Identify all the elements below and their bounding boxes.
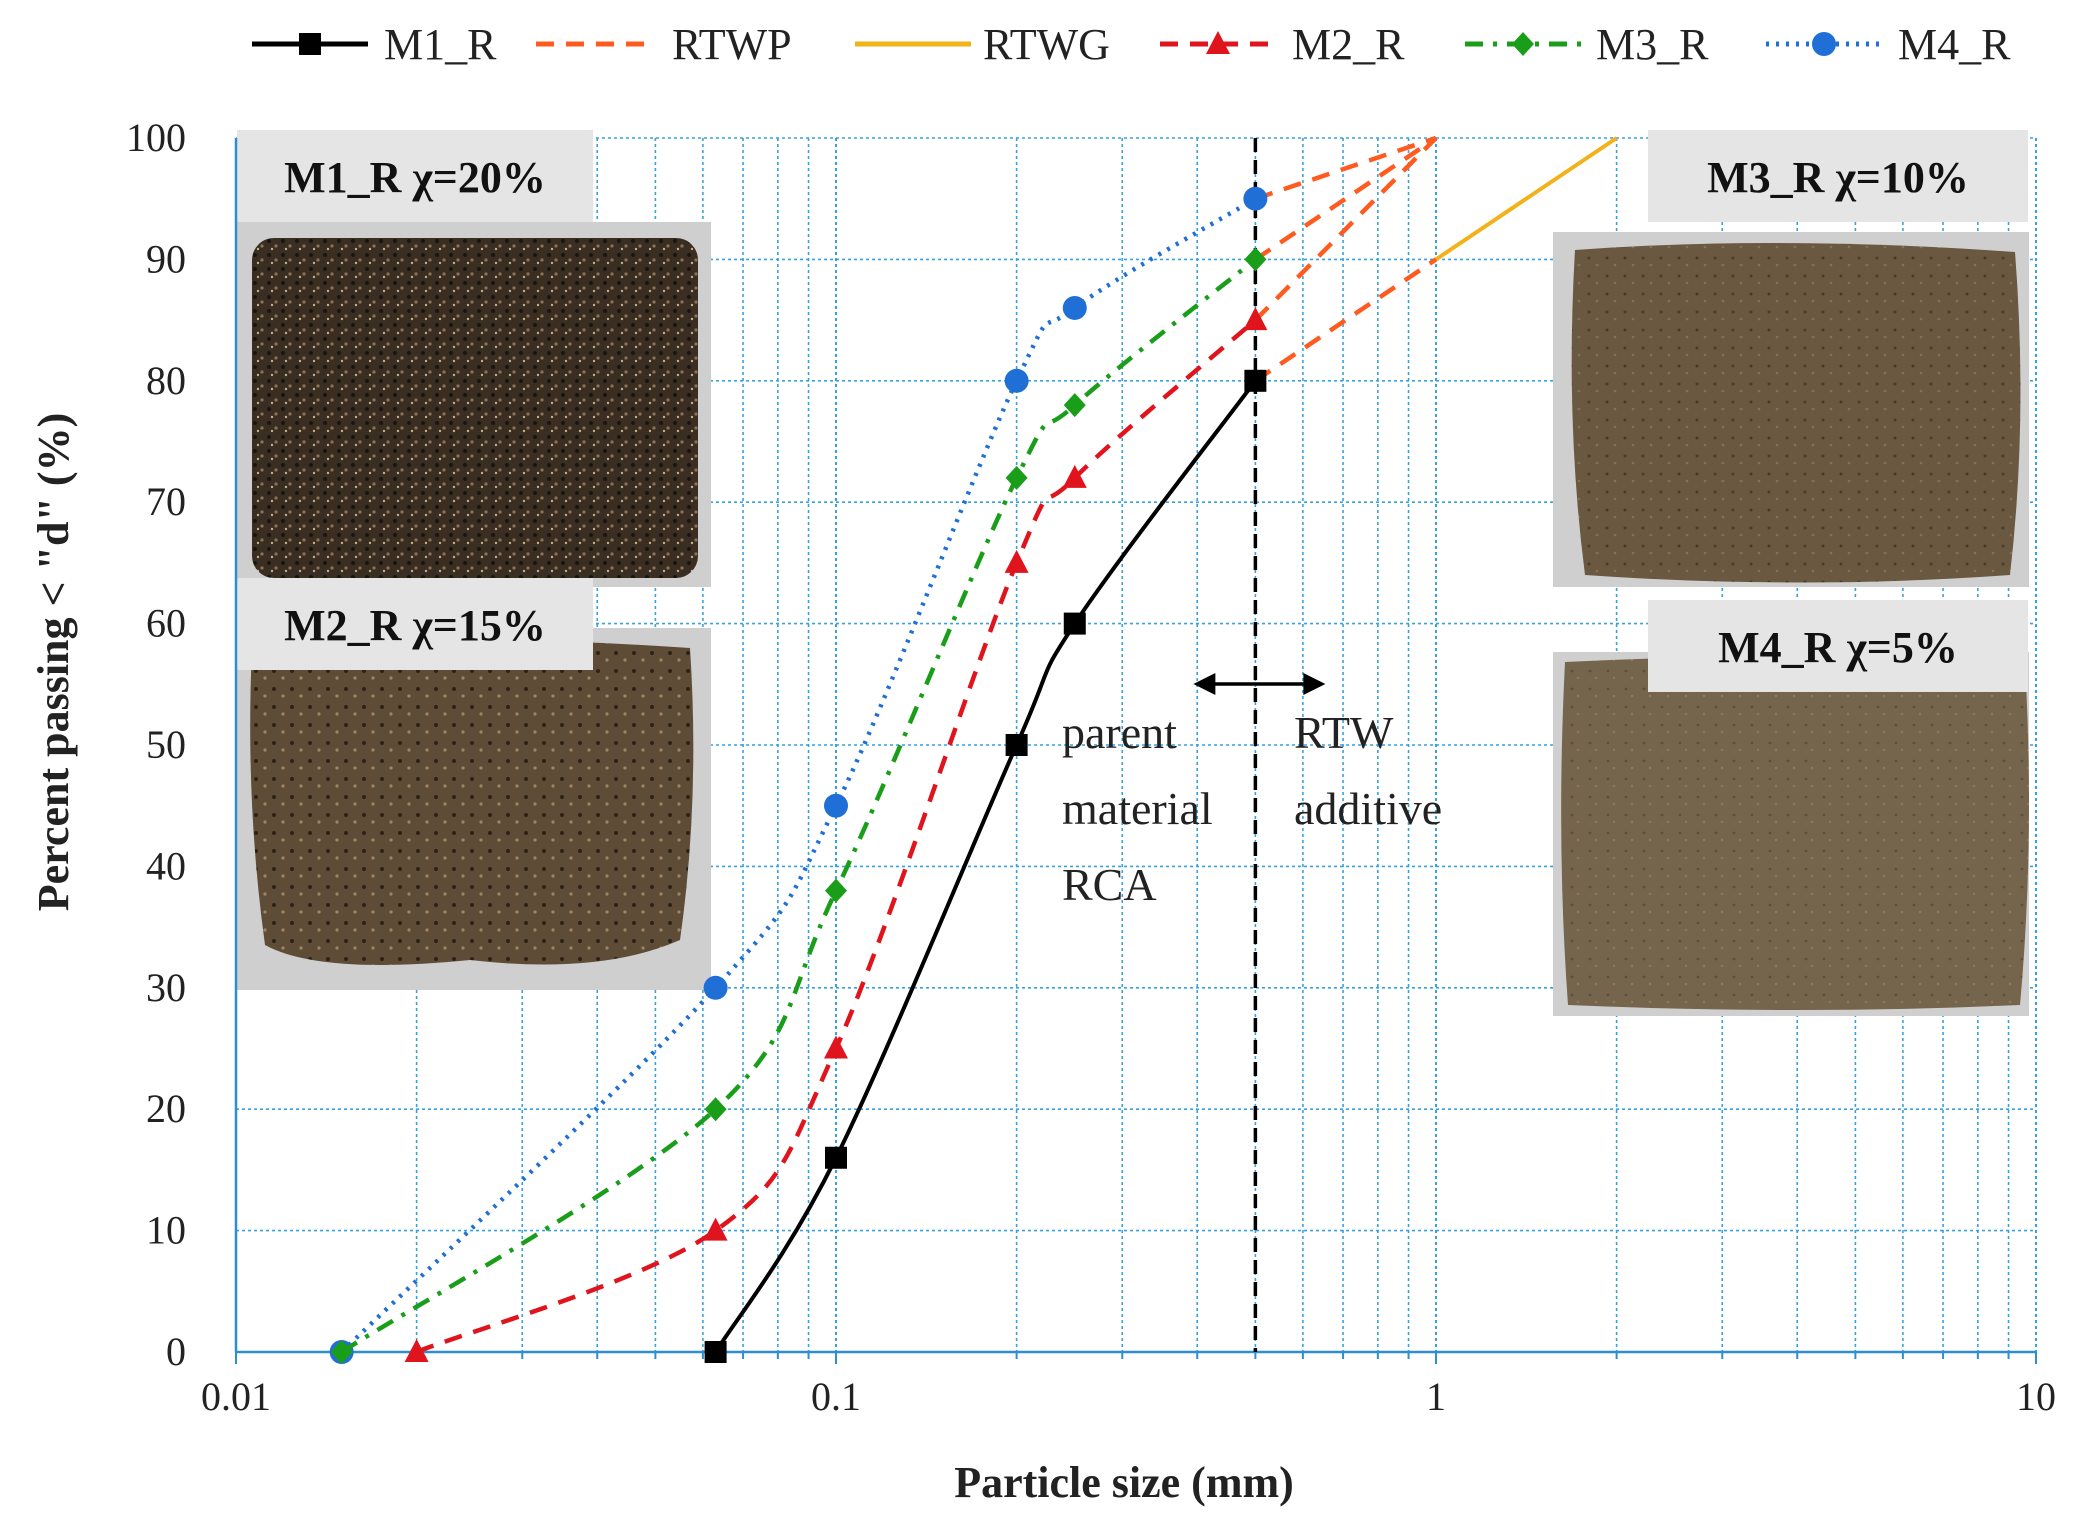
legend-m4-r-marker-point (1812, 32, 1836, 56)
series-rtwp-line (1253, 136, 1438, 322)
arrow-head-right (1303, 673, 1326, 695)
divider-line (1193, 138, 1326, 1352)
annotation-rtw-line2: additive (1294, 783, 1442, 834)
series-m3-r-point (825, 878, 847, 903)
series-m2-r-point (824, 1035, 848, 1059)
series-m4-r-point (1004, 368, 1029, 393)
series-m4-r-point (824, 793, 848, 818)
series-m4-r-point (703, 975, 728, 1000)
y-tick-label: 50 (146, 722, 186, 767)
legend-m1-r-marker-point (299, 33, 321, 55)
x-tick-label: 1 (1426, 1374, 1446, 1419)
legend-m4-r-label: M4_R (1898, 20, 2011, 69)
y-tick-label: 10 (146, 1208, 186, 1253)
series-m1-r-point (1244, 369, 1267, 392)
photo-label-m1: M1_R χ=20% (284, 153, 546, 202)
series-rtwp (1253, 135, 1438, 383)
photo-label-m3: M3_R χ=10% (1707, 153, 1969, 202)
legend-m2-r-marker-point (1206, 31, 1230, 54)
series-m1-r (704, 369, 1267, 1363)
series-m4-r-point (1243, 186, 1268, 211)
series-m1-r-line (713, 379, 1258, 1354)
y-tick-label: 30 (146, 965, 186, 1010)
y-tick-label: 100 (126, 115, 186, 160)
series-m1-r-point (1005, 734, 1028, 756)
y-tick-label: 70 (146, 479, 186, 524)
legend-m3-r: M3_R (1465, 20, 1709, 69)
series-m1-r-point (825, 1146, 847, 1169)
series-rtwp-line (1254, 257, 1438, 383)
legend-m1-r: M1_R (252, 20, 497, 69)
x-tick-label: 10 (2016, 1374, 2056, 1419)
y-tick-label: 20 (146, 1086, 186, 1131)
series-rtwp-line (1254, 135, 1437, 201)
photo-label-m2: M2_R χ=15% (284, 601, 546, 650)
legend-m3-r-label: M3_R (1596, 20, 1709, 69)
series-m1-r-point (704, 1341, 727, 1363)
legend-rtwp: RTWP (536, 20, 792, 69)
photo-label-m4: M4_R χ=5% (1718, 623, 1958, 672)
legend-m2-r-label: M2_R (1292, 20, 1405, 69)
series-m3-r-point (1063, 393, 1086, 418)
series-m2-r-point (703, 1217, 728, 1241)
series-m3-r-point (330, 1340, 353, 1364)
y-tick-label: 90 (146, 236, 186, 281)
series-m4-r (329, 186, 1268, 1364)
annotation-rtw: RTW additive (1294, 707, 1442, 834)
series-m3-r-point (1005, 465, 1028, 490)
legend-rtwg-label: RTWG (983, 20, 1110, 69)
legend-m3-r-marker-point (1512, 32, 1534, 56)
y-tick-label: 0 (166, 1329, 186, 1374)
series-m3-r (330, 247, 1267, 1364)
photo-inset-m3: M3_R χ=10% (1553, 130, 2029, 587)
series-rtwg-line (1434, 136, 1618, 262)
legend-m2-r: M2_R (1160, 20, 1405, 69)
y-tick-label: 40 (146, 843, 186, 888)
annotation-rtw-line1: RTW (1294, 707, 1394, 758)
legend-m4-r: M4_R (1766, 20, 2011, 69)
annotation-parent-line1: parent (1062, 707, 1177, 758)
series-m2-r-point (1004, 549, 1029, 573)
legend-rtwg: RTWG (855, 20, 1110, 69)
photo-inset-m2: M2_R χ=15% (237, 578, 711, 990)
photo-inset-m1: M1_R χ=20% (237, 130, 711, 587)
x-axis-title: Particle size (mm) (954, 1458, 1294, 1507)
series-layer (329, 135, 1618, 1364)
x-tick-label: 0.01 (201, 1374, 271, 1419)
series-rtwp-line (1254, 136, 1438, 262)
arrow-head-left (1193, 673, 1216, 695)
photo-inset-m4: M4_R χ=5% (1553, 600, 2029, 1016)
series-m3-r-point (1244, 247, 1267, 272)
series-m2-r (404, 307, 1268, 1362)
y-tick-label: 80 (146, 358, 186, 403)
series-m1-r-point (1063, 612, 1086, 635)
legend-m1-r-label: M1_R (384, 20, 497, 69)
y-tick-label: 60 (146, 601, 186, 646)
series-rtwg (1434, 136, 1618, 262)
annotation-parent-line2: material (1062, 783, 1213, 834)
series-m2-r-point (1062, 464, 1087, 488)
annotation-parent-line3: RCA (1062, 859, 1157, 910)
series-m4-r-point (1062, 295, 1087, 320)
legend: M1_R RTWP RTWG M2_R M3_R M4_R (252, 20, 2011, 69)
x-tick-label: 0.1 (811, 1374, 861, 1419)
y-axis-title: Percent passing < "d" (%) (29, 413, 78, 911)
legend-rtwp-label: RTWP (672, 20, 792, 69)
series-m3-r-point (704, 1097, 727, 1122)
series-m2-r-point (404, 1339, 429, 1362)
annotation-parent: parent material RCA (1062, 707, 1213, 910)
series-m2-r-point (1243, 307, 1268, 331)
